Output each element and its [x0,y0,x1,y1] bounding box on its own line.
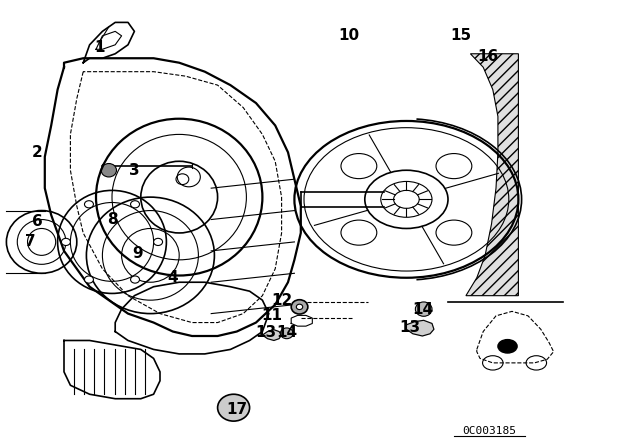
Ellipse shape [61,238,70,246]
Text: 3: 3 [129,163,140,178]
Polygon shape [466,54,518,296]
Ellipse shape [498,340,517,353]
Text: 9: 9 [132,246,143,261]
Ellipse shape [84,276,93,283]
Ellipse shape [154,238,163,246]
Ellipse shape [280,328,293,339]
Ellipse shape [131,276,140,283]
Text: 13: 13 [399,319,420,335]
Text: 8: 8 [107,212,117,227]
Ellipse shape [131,201,140,208]
Polygon shape [406,320,434,336]
Text: 1: 1 [94,39,104,55]
Text: 17: 17 [226,402,248,418]
Ellipse shape [296,304,303,310]
Text: 0C003185: 0C003185 [463,426,516,436]
Ellipse shape [218,394,250,421]
Text: 12: 12 [271,293,292,308]
Ellipse shape [101,164,116,177]
Ellipse shape [84,201,93,208]
Text: 2: 2 [32,145,42,160]
Text: 11: 11 [262,308,282,323]
Text: 6: 6 [32,214,42,229]
Ellipse shape [291,300,308,314]
Polygon shape [262,330,282,340]
Text: 4: 4 [168,270,178,285]
Text: 14: 14 [276,325,298,340]
Text: 16: 16 [477,48,499,64]
Text: 10: 10 [338,28,360,43]
Text: 14: 14 [412,302,433,317]
Text: 15: 15 [450,28,472,43]
Ellipse shape [415,302,432,316]
Text: 13: 13 [255,325,276,340]
Text: 7: 7 [26,234,36,250]
